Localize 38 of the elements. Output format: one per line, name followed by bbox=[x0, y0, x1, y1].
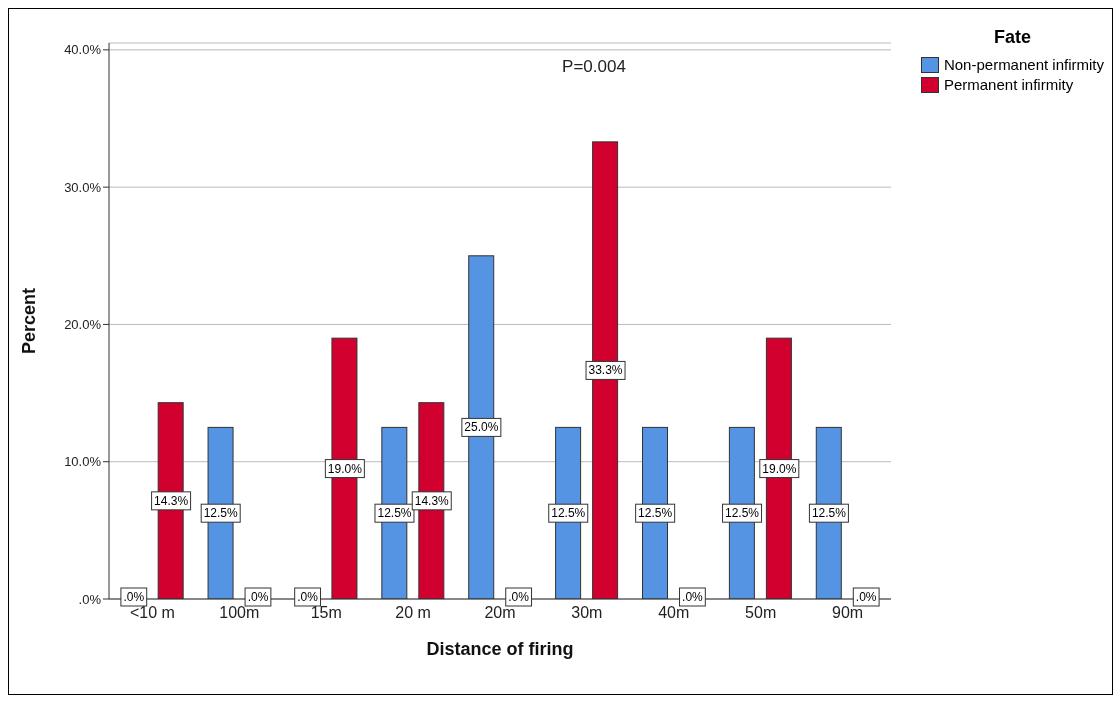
data-label: 25.0% bbox=[464, 420, 499, 435]
data-label: .0% bbox=[682, 590, 704, 604]
legend-label: Non-permanent infirmity bbox=[942, 56, 1104, 73]
data-label: .0% bbox=[123, 590, 145, 604]
data-label: .0% bbox=[297, 590, 319, 604]
x-tick-label: 90m bbox=[831, 604, 864, 622]
data-label: 19.0% bbox=[327, 461, 363, 476]
data-label: 12.5% bbox=[638, 506, 673, 521]
data-label: .0% bbox=[508, 590, 530, 604]
x-tick-label: 40m bbox=[658, 604, 690, 622]
y-tick-label: 10.0% bbox=[64, 454, 102, 470]
data-label: .0% bbox=[247, 590, 269, 604]
data-label: 12.5% bbox=[203, 506, 239, 521]
data-label: 12.5% bbox=[725, 506, 760, 521]
data-label: 12.5% bbox=[811, 506, 847, 521]
data-label: 14.3% bbox=[154, 493, 189, 508]
y-tick-label: 40.0% bbox=[64, 42, 102, 58]
y-tick-label: .0% bbox=[78, 591, 102, 607]
x-tick-label: 50m bbox=[745, 604, 777, 622]
legend-title: Fate bbox=[992, 27, 1032, 48]
legend-label: Permanent infirmity bbox=[942, 76, 1075, 93]
x-tick-label: 20 m bbox=[395, 604, 431, 622]
data-label: .0% bbox=[855, 590, 877, 604]
x-tick-label: 15m bbox=[310, 604, 342, 622]
y-tick-label: 20.0% bbox=[64, 317, 102, 333]
x-axis-title: Distance of firing bbox=[426, 639, 574, 659]
data-label: 19.0% bbox=[762, 461, 797, 476]
x-tick-label: 100m bbox=[219, 604, 260, 622]
data-label: 12.5% bbox=[377, 506, 412, 521]
data-label: 33.3% bbox=[588, 363, 623, 378]
y-tick-label: 30.0% bbox=[64, 179, 102, 195]
data-label: 12.5% bbox=[551, 506, 586, 521]
x-tick-label: <10 m bbox=[129, 604, 175, 622]
x-tick-label: 30m bbox=[571, 604, 603, 622]
y-axis-title: Percent bbox=[19, 287, 40, 355]
data-label: 14.3% bbox=[414, 493, 450, 508]
annotation: P=0.004 bbox=[561, 57, 627, 77]
x-tick-label: 20m bbox=[484, 604, 516, 622]
